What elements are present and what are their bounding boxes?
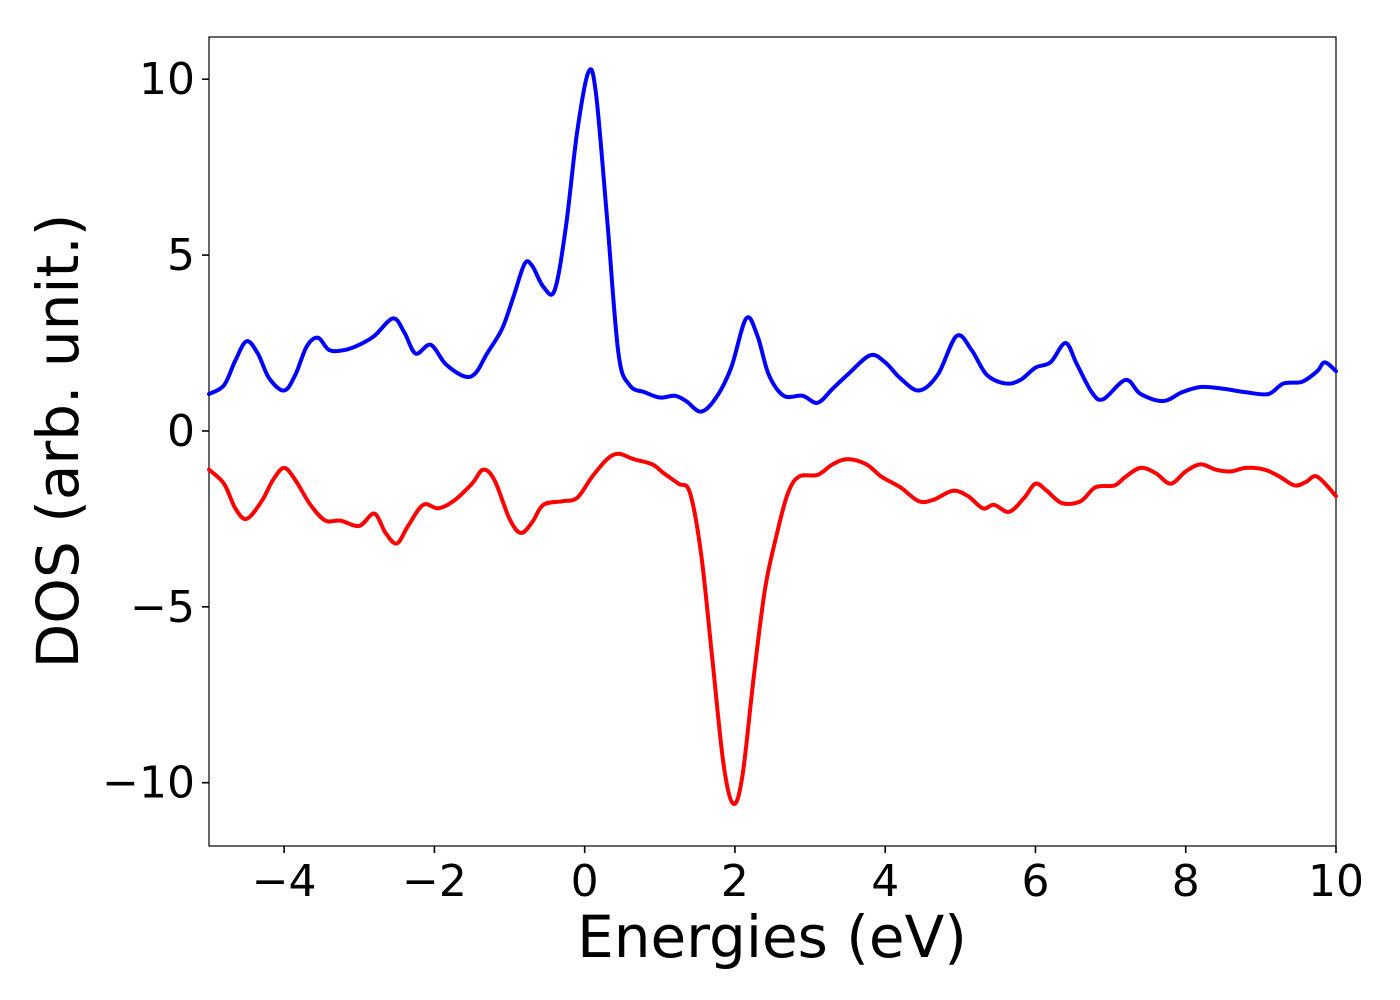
x-tick-label: 6 xyxy=(1021,856,1049,907)
y-axis-title: DOS (arb. unit.) xyxy=(24,214,92,669)
plot-frame xyxy=(208,36,1337,847)
y-tick-label: 5 xyxy=(167,230,195,281)
x-tick-label: 8 xyxy=(1172,856,1200,907)
y-tick-label: 0 xyxy=(167,406,195,457)
x-axis-title: Energies (eV) xyxy=(577,903,967,971)
x-tick-label: 10 xyxy=(1308,856,1364,907)
series-line-red xyxy=(207,451,1338,806)
x-tick-label: 2 xyxy=(721,856,749,907)
x-tick-label: 0 xyxy=(571,856,599,907)
y-tick-label: −5 xyxy=(130,582,195,633)
x-axis-ticks: −4 −2 0 2 4 6 8 10 xyxy=(252,846,1364,907)
y-axis-ticks: 10 5 0 −5 −10 xyxy=(102,54,209,809)
x-tick-label: 4 xyxy=(871,856,899,907)
y-tick-label: 10 xyxy=(139,54,195,105)
series-layer xyxy=(207,67,1338,806)
y-tick-label: −10 xyxy=(102,758,195,809)
x-tick-label: −4 xyxy=(252,856,317,907)
series-line-blue xyxy=(207,67,1338,414)
x-tick-label: −2 xyxy=(402,856,467,907)
